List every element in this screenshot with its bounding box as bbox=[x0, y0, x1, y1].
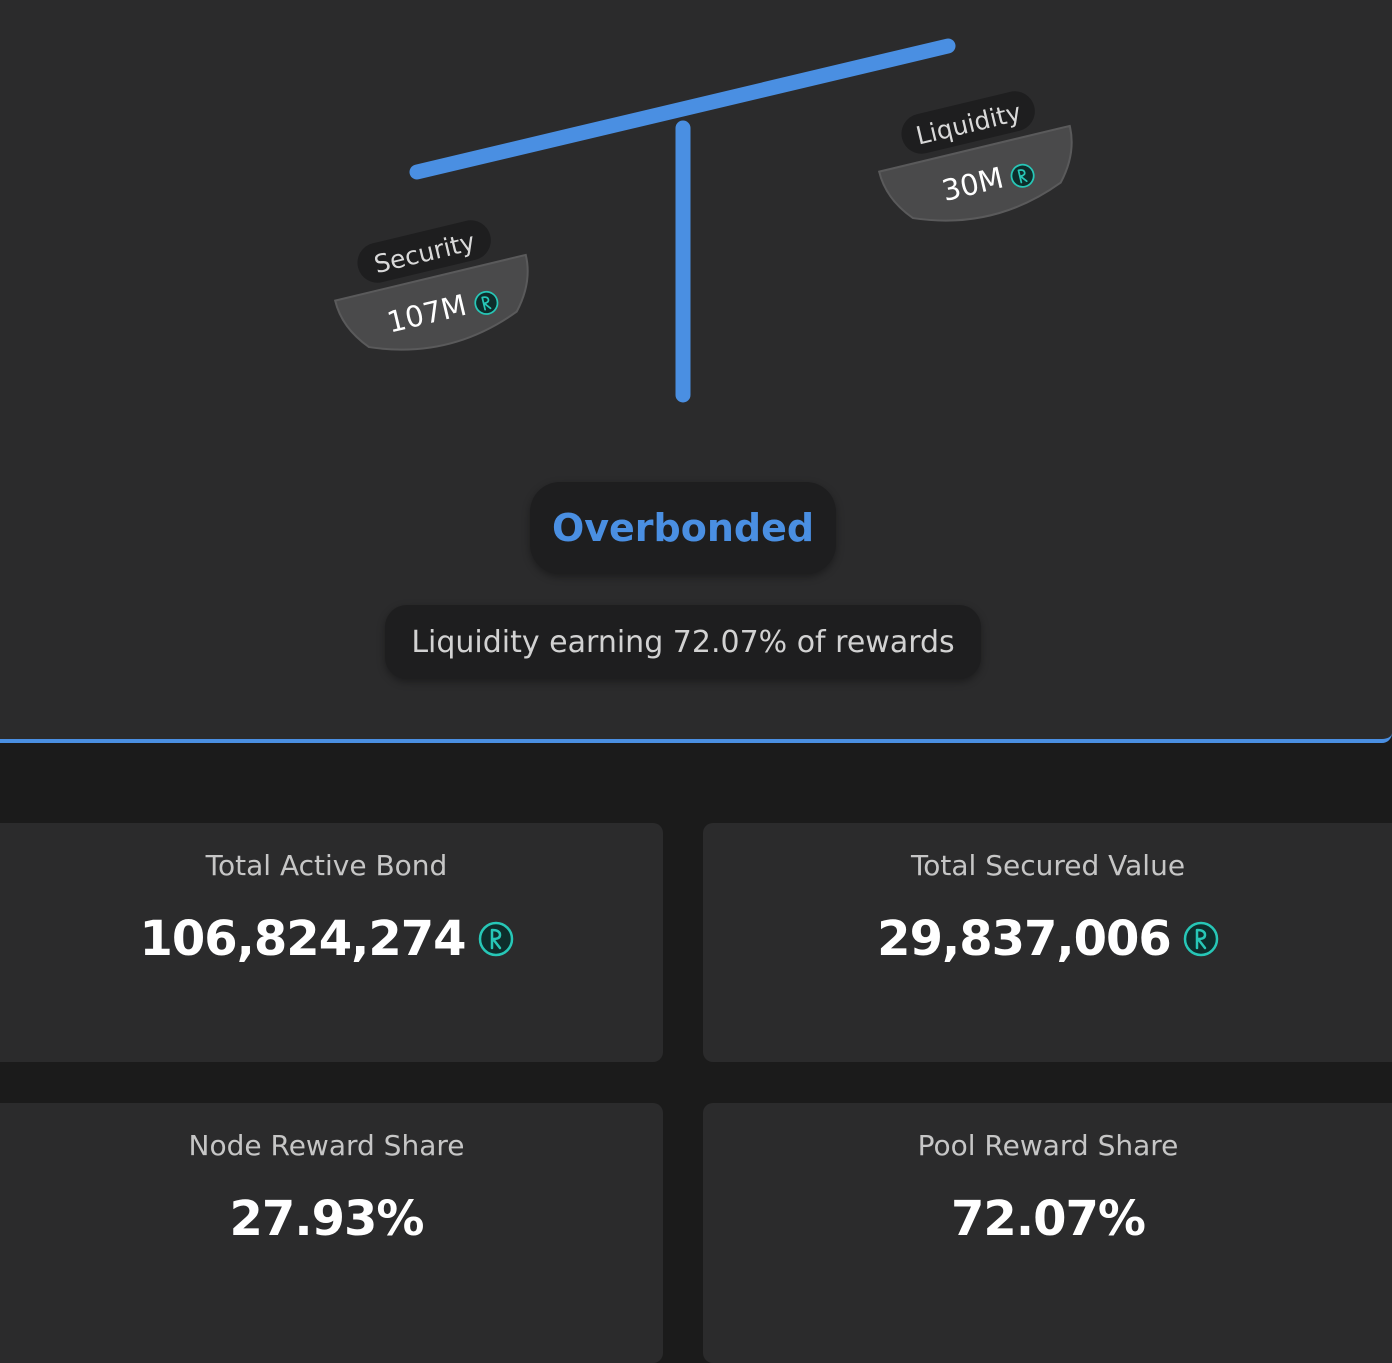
card-value: 29,837,006 bbox=[877, 911, 1172, 967]
total-active-bond-value-row: 106,824,274 bbox=[0, 911, 663, 967]
total-secured-value-value-row: 29,837,006 bbox=[703, 911, 1392, 967]
balance-scale-graphic: Security 107M Liquidity 30M bbox=[333, 38, 1073, 403]
node-reward-share-card: Node Reward Share 27.93% bbox=[0, 1103, 663, 1363]
total-active-bond-card: Total Active Bond 106,824,274 bbox=[0, 823, 663, 1062]
scale-beam bbox=[409, 38, 956, 180]
rune-icon bbox=[478, 921, 514, 957]
network-balance-panel: Security 107M Liquidity 30M Overbonded L… bbox=[0, 0, 1392, 743]
rewards-message: Liquidity earning 72.07% of rewards bbox=[385, 605, 981, 679]
card-title: Total Active Bond bbox=[205, 849, 448, 882]
status-badge: Overbonded bbox=[530, 482, 836, 574]
rune-icon bbox=[1183, 921, 1219, 957]
card-title: Total Secured Value bbox=[910, 849, 1186, 882]
liquidity-pan: Liquidity 30M bbox=[877, 91, 1073, 222]
security-pan: Security 107M bbox=[333, 220, 529, 351]
card-value: 106,824,274 bbox=[139, 911, 466, 967]
card-title: Node Reward Share bbox=[188, 1129, 465, 1162]
card-value: 27.93% bbox=[229, 1191, 425, 1247]
card-value: 72.07% bbox=[951, 1191, 1146, 1247]
pool-reward-share-card: Pool Reward Share 72.07% bbox=[703, 1103, 1392, 1363]
total-secured-value-card: Total Secured Value 29,837,006 bbox=[703, 823, 1392, 1062]
card-title: Pool Reward Share bbox=[917, 1129, 1179, 1162]
